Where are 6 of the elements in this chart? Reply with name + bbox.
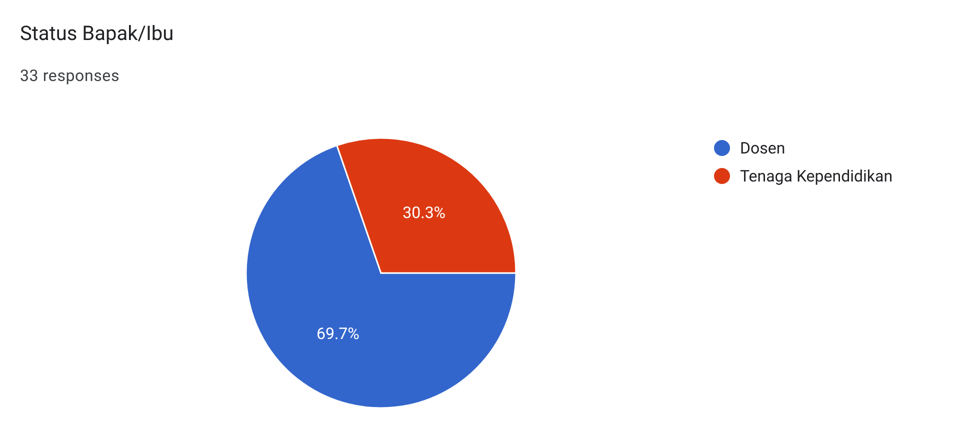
chart-title: Status Bapak/Ibu [20, 21, 174, 45]
legend-label: Dosen [740, 138, 786, 158]
data-label: 30.3% [402, 203, 446, 222]
text: 33 responses [20, 66, 120, 85]
legend-label: Tenaga Kependidikan [740, 166, 893, 186]
data-label: 69.7% [316, 324, 360, 344]
